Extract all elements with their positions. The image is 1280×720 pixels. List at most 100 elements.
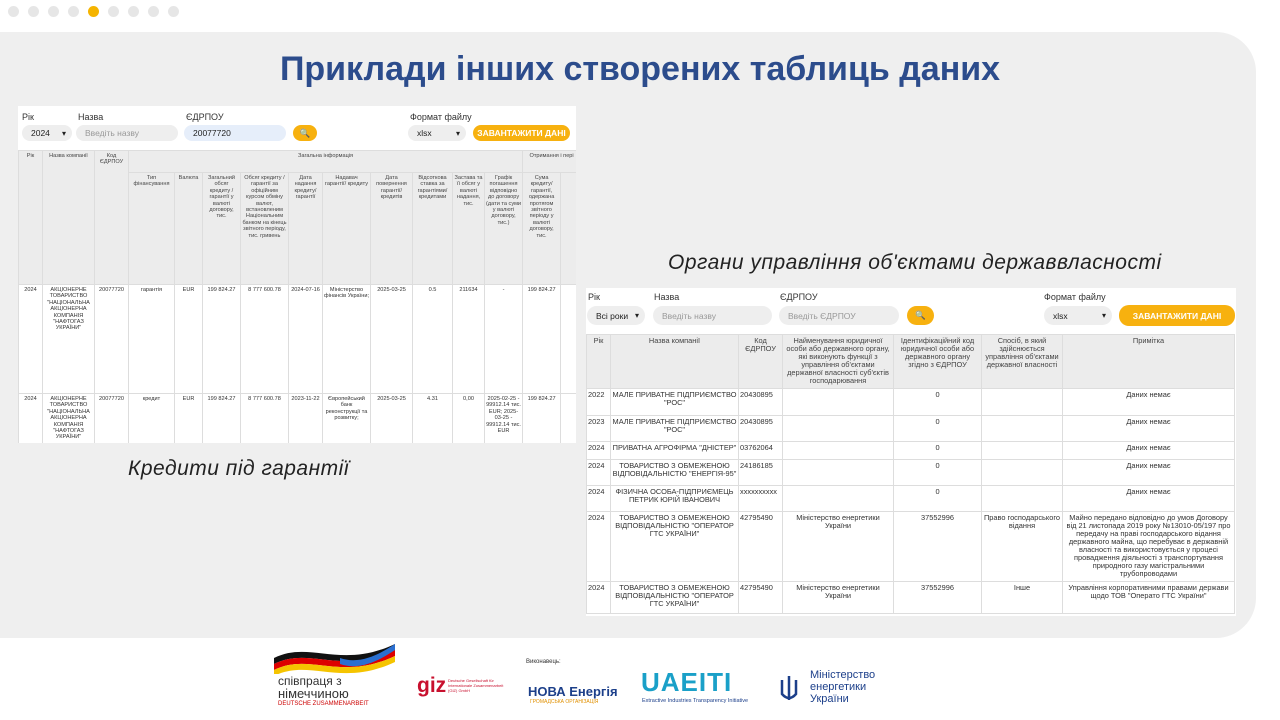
cell: 2022 <box>586 388 611 416</box>
year-select[interactable]: 2024 <box>22 125 72 141</box>
cell-empty <box>782 485 894 512</box>
header-row: Рік Назва компанії Код ЄДРПОУ Загальна інфо… <box>18 150 576 285</box>
logo-text: німеччиною <box>278 686 349 701</box>
label: ЄДРПОУ <box>780 292 818 302</box>
logo-giz: giz <box>417 674 447 697</box>
cell: 2025-03-25 <box>370 284 413 394</box>
cell: 199 824.27 <box>202 393 241 443</box>
cell: АКЦІОНЕРНЕ ТОВАРИСТВО "НАЦІОНАЛЬНА АКЦІО… <box>42 393 95 443</box>
cell: 2025-02-25 - 99912.14 тис. EUR; 2025-03-… <box>483 393 524 443</box>
cell-cut <box>560 393 576 443</box>
cell: Управління корпоративними правами держав… <box>1062 581 1235 614</box>
screenshot-management: Рік Всі роки Назва Введіть назву ЄДРПОУ … <box>586 288 1236 616</box>
cell: Даних немає <box>1062 459 1235 486</box>
cell: 2023 <box>586 415 611 442</box>
data-row: 2024 ТОВАРИСТВО З ОБМЕЖЕНОЮ ВІДПОВІДАЛЬНІ… <box>586 511 1235 582</box>
cell: 4.31 <box>412 393 453 443</box>
cell: 0,00 <box>452 393 485 443</box>
cell: Майно передано відповідно до умов Догово… <box>1062 511 1235 582</box>
slide-dots <box>8 6 179 18</box>
logo-cooperation: співпраця з німеччиною DEUTSCHE ZUSAMMEN… <box>270 640 400 710</box>
format-select[interactable]: xlsx <box>1044 306 1112 325</box>
cell: МАЛЕ ПРИВАТНЕ ПІДПРИЄМСТВО "РОС" <box>610 388 739 416</box>
cell: 20430895 <box>738 415 783 442</box>
cell: Міністерство фінансів України; <box>322 284 371 394</box>
header-row: Рік Назва компанії Код ЄДРПОУ Найменування … <box>586 334 1235 389</box>
screenshot-credits: Рік 2024 Назва Введіть назву ЄДРПОУ 2007… <box>18 106 576 443</box>
cell: Міністерство енергетики України <box>782 581 894 614</box>
download-button[interactable]: ЗАВАНТАЖИТИ ДАНІ <box>473 125 570 141</box>
slide-title: Приклади інших створених таблиць даних <box>279 50 1001 88</box>
cell: - <box>483 284 524 394</box>
code-input[interactable]: 20077720 <box>184 125 286 141</box>
cell: 0.5 <box>412 284 453 394</box>
cell: 0 <box>893 459 982 486</box>
label: Рік <box>588 292 600 302</box>
logo-text: Deutsche Gesellschaft für Internationale… <box>448 678 504 693</box>
cell: 20430895 <box>738 388 783 416</box>
cell: 2024 <box>18 284 43 394</box>
cell: 2024 <box>586 581 611 614</box>
cell: 199 824.27 <box>202 284 241 394</box>
cell: EUR <box>174 393 203 443</box>
header-cell: Назва компанії <box>42 150 95 285</box>
cell: ФІЗИЧНА ОСОБА-ПІДПРИЄМЕЦЬ ПЕТРИК ЮРІЙ ІВ… <box>610 485 739 512</box>
cell: 37552996 <box>893 581 982 614</box>
download-button[interactable]: ЗАВАНТАЖИТИ ДАНІ <box>1119 305 1235 326</box>
cell: 2024 <box>18 393 43 443</box>
header-cell: Спосіб, в який здійснюється управління о… <box>981 334 1063 389</box>
search-button[interactable]: 🔍 <box>907 306 934 325</box>
year-select[interactable]: Всі роки <box>587 306 645 325</box>
header-cell: Обсяг кредиту / гарантії за офіційним ку… <box>240 172 289 285</box>
flag-wave <box>274 644 395 674</box>
cell: АКЦІОНЕРНЕ ТОВАРИСТВО "НАЦІОНАЛЬНА АКЦІО… <box>42 284 95 394</box>
cell: 2024-07-16 <box>288 284 323 394</box>
logo-ministry: Міністерство енергетики України <box>810 669 876 705</box>
header-cell-cut <box>560 172 576 285</box>
cell: 0 <box>893 415 982 442</box>
cell: 03762064 <box>738 441 783 460</box>
label: Назва <box>654 292 680 302</box>
cell: Даних немає <box>1062 388 1235 416</box>
cell-empty <box>981 459 1063 486</box>
header-cell: Код ЄДРПОУ <box>94 150 129 285</box>
header-cell: Код ЄДРПОУ <box>738 334 783 389</box>
header-cell: Ідентифікаційний код юридичної особи або… <box>893 334 982 389</box>
cell: 8 777 600.78 <box>240 393 289 443</box>
logo-text: Extractive Industries Transparency Initi… <box>642 698 749 704</box>
cell: Даних немає <box>1062 415 1235 442</box>
header-cell: Відсоткова ставка за гарантіями/ кредита… <box>412 172 453 285</box>
cell: EUR <box>174 284 203 394</box>
cell: 0 <box>893 441 982 460</box>
cell: xxxxxxxxxx <box>738 485 783 512</box>
group-header: Отримання і пері <box>522 150 576 173</box>
cell: 199 824.27 <box>522 393 562 443</box>
group-header: Загальна інформація <box>127 150 524 173</box>
logo-uaeiti: UAEITI <box>641 667 733 697</box>
cell-empty <box>782 441 894 460</box>
cell: ПРИВАТНА АГРОФІРМА "ДНІСТЕР" <box>610 441 739 460</box>
header-cell: Валюта <box>174 172 203 285</box>
logo-text: співпраця з <box>278 674 342 688</box>
header-row: Тип фінансування Валюта Загальний обсяг кр… <box>19 172 576 285</box>
search-button[interactable]: 🔍 <box>293 125 317 141</box>
code-input[interactable]: Введіть ЄДРПОУ <box>779 306 899 325</box>
cell: Міністерство енергетики України <box>782 511 894 582</box>
data-row: 2024 АКЦІОНЕРНЕ ТОВАРИСТВО "НАЦІОНАЛЬНА А… <box>18 393 576 443</box>
cell: Даних немає <box>1062 485 1235 512</box>
data-row: 2023 МАЛЕ ПРИВАТНЕ ПІДПРИЄМСТВО "РОС" 2043… <box>586 415 1235 442</box>
cell-empty <box>782 415 894 442</box>
header-cell: Надавач гарантії/ кредиту <box>322 172 371 285</box>
name-input[interactable]: Введіть назву <box>76 125 178 141</box>
cell: 2025-03-25 <box>370 393 413 443</box>
name-input[interactable]: Введіть назву <box>653 306 772 325</box>
header-cell: Рік <box>18 150 43 285</box>
cell: 24186185 <box>738 459 783 486</box>
cell: ТОВАРИСТВО З ОБМЕЖЕНОЮ ВІДПОВІДАЛЬНІСТЮ … <box>610 511 739 582</box>
format-select[interactable]: xlsx <box>408 125 466 141</box>
cell: 20077720 <box>94 284 129 394</box>
cell: 42795490 <box>738 581 783 614</box>
data-table: Рік Назва компанії Код ЄДРПОУ Найменування … <box>586 334 1235 614</box>
header-cell: Загальний обсяг кредиту / гарантії у вал… <box>202 172 241 285</box>
